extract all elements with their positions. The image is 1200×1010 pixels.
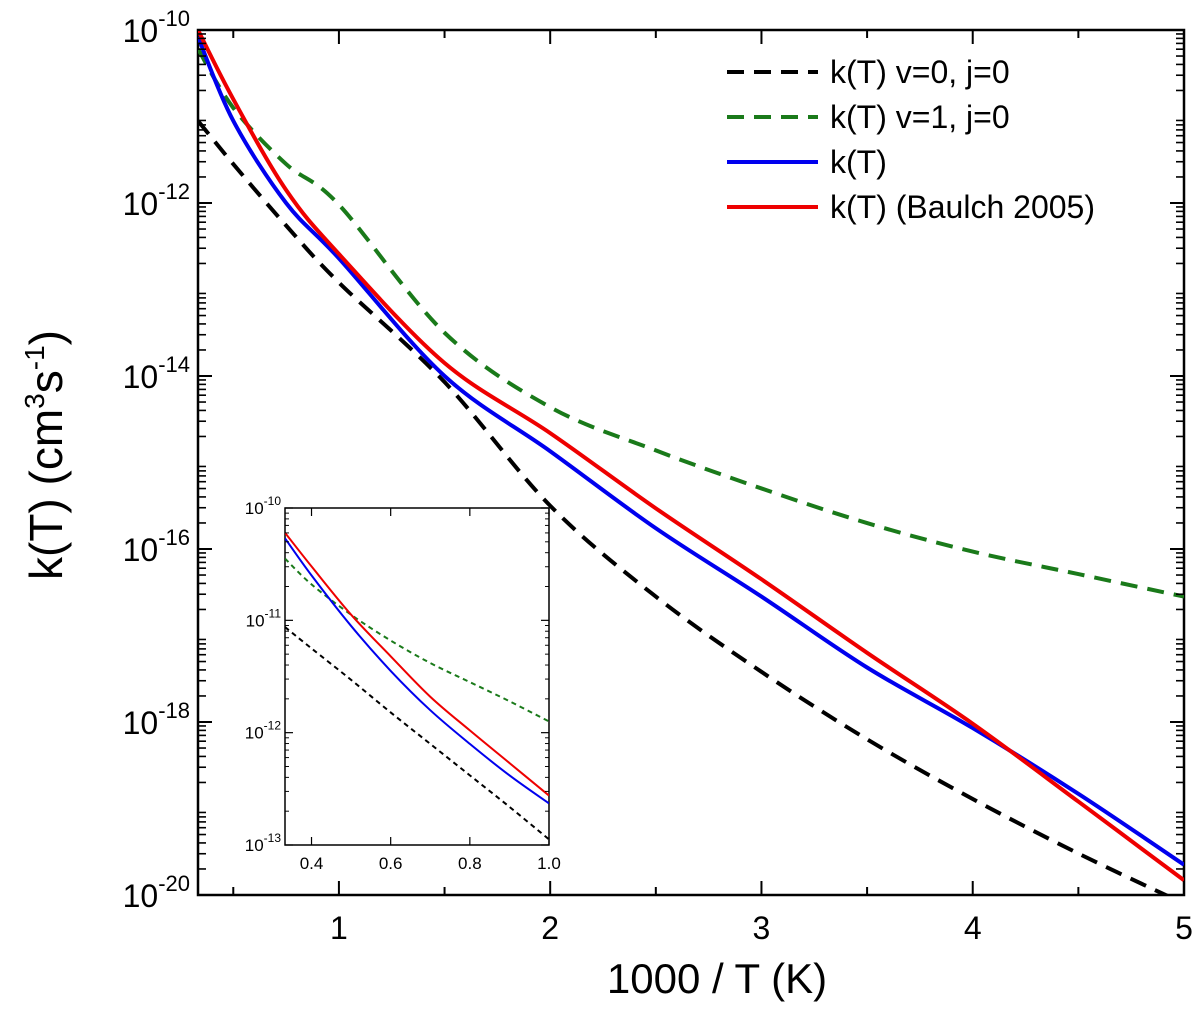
y-axis-label-sup2: -1 xyxy=(19,345,50,370)
inset-plot: 0.4 0.6 0.8 1.0 10-10 10-11 10-12 10-13 xyxy=(245,494,561,873)
inset-x-tick-label: 0.8 xyxy=(458,854,482,873)
main-series-k-t-v-0-j-0 xyxy=(198,119,1171,895)
y-axis-label-mid: s xyxy=(20,370,72,393)
inset-x-tick-label: 1.0 xyxy=(537,854,561,873)
main-y-tick-label: 10-14 xyxy=(123,352,190,395)
main-y-tick-label: 10-10 xyxy=(123,6,190,49)
main-y-tick-label: 10-16 xyxy=(123,525,190,568)
legend-label-k-t-v-0-j-0: k(T) v=0, j=0 xyxy=(830,54,1010,90)
y-axis-label-end: ) xyxy=(20,330,72,345)
y-axis-label: k(T) (cm3s-1) xyxy=(19,330,72,580)
inset-plot-frame xyxy=(284,507,550,846)
legend-label-k-t: k(T) xyxy=(830,144,887,180)
inset-series-k-t-v-0-j-0 xyxy=(285,626,549,841)
inset-series-k-t-v-1-j-0 xyxy=(285,557,549,723)
inset-y-tick-label: 10-12 xyxy=(245,719,282,743)
inset-series-k-t-baulch-2005 xyxy=(285,532,549,797)
inset-y-tick-label: 10-11 xyxy=(246,606,282,630)
main-series-k-t-v-1-j-0 xyxy=(198,48,1184,599)
main-series-k-t-baulch-2005 xyxy=(198,30,1184,882)
main-x-tick-label: 3 xyxy=(753,910,771,946)
main-x-tick-label: 2 xyxy=(541,910,559,946)
inset-series-group xyxy=(285,532,549,841)
main-x-tick-label: 5 xyxy=(1175,910,1193,946)
inset-y-tick-label: 10-10 xyxy=(245,494,282,518)
main-y-tick-label: 10-20 xyxy=(123,871,190,914)
axis-titles: 1000 / T (K) k(T) (cm3s-1) xyxy=(19,330,827,1002)
main-series-group xyxy=(198,30,1184,895)
legend-label-k-t-baulch-2005: k(T) (Baulch 2005) xyxy=(830,189,1095,225)
main-y-tick-label: 10-18 xyxy=(123,698,190,741)
main-x-tick-label: 1 xyxy=(330,910,348,946)
x-axis-label: 1000 / T (K) xyxy=(607,955,827,1002)
main-x-tick-label: 4 xyxy=(964,910,982,946)
inset-x-tick-label: 0.4 xyxy=(300,854,324,873)
legend: k(T) v=0, j=0 k(T) v=1, j=0 k(T) k(T) (Baul… xyxy=(727,54,1095,225)
y-axis-label-sup1: 3 xyxy=(19,393,50,409)
y-axis-label-main: k(T) (cm xyxy=(20,409,72,580)
legend-label-k-t-v-1-j-0: k(T) v=1, j=0 xyxy=(830,99,1010,135)
inset-series-k-t xyxy=(285,537,549,805)
inset-y-tick-label: 10-13 xyxy=(245,831,282,855)
main-plot: 1 2 3 4 5 10-10 10-12 10-14 10-16 10-18 10-20 xyxy=(123,6,1193,946)
main-y-tick-label: 10-12 xyxy=(123,179,190,222)
inset-x-tick-label: 0.6 xyxy=(379,854,403,873)
